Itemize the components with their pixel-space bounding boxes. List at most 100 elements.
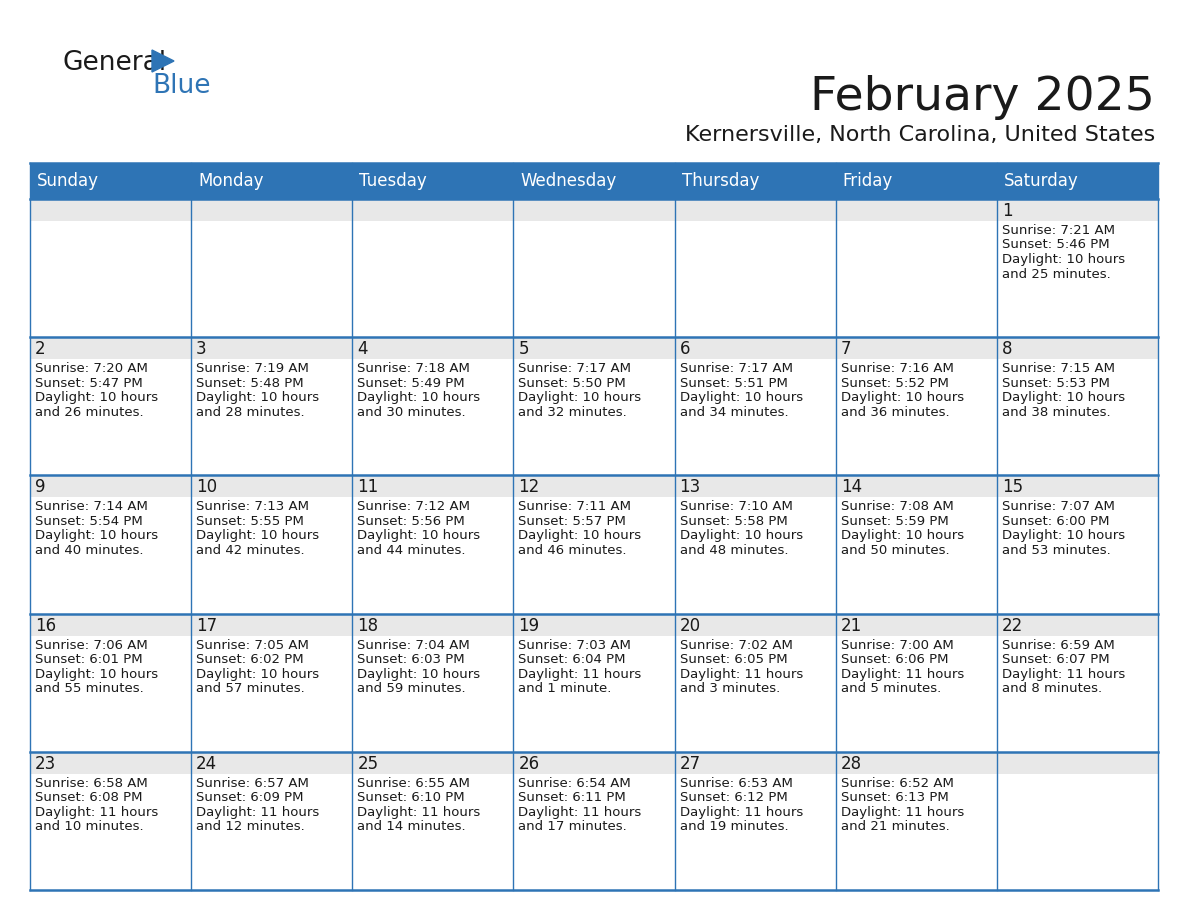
Text: Blue: Blue: [152, 73, 210, 99]
Text: 9: 9: [34, 478, 45, 497]
Text: Sunrise: 7:20 AM: Sunrise: 7:20 AM: [34, 363, 147, 375]
Bar: [30, 199, 191, 221]
Text: and 40 minutes.: and 40 minutes.: [34, 543, 144, 557]
Text: Sunset: 5:51 PM: Sunset: 5:51 PM: [680, 376, 788, 390]
Text: Sunset: 5:55 PM: Sunset: 5:55 PM: [196, 515, 304, 528]
Text: Sunday: Sunday: [37, 172, 99, 190]
Bar: [997, 752, 1158, 774]
Text: Sunset: 6:05 PM: Sunset: 6:05 PM: [680, 653, 788, 666]
Bar: [997, 337, 1158, 359]
Bar: [997, 613, 1158, 635]
Bar: [835, 613, 997, 635]
Text: 28: 28: [841, 755, 861, 773]
Text: and 32 minutes.: and 32 minutes.: [518, 406, 627, 419]
Bar: [675, 752, 835, 890]
Text: Daylight: 11 hours: Daylight: 11 hours: [680, 667, 803, 680]
Bar: [675, 337, 835, 359]
Text: Sunrise: 7:12 AM: Sunrise: 7:12 AM: [358, 500, 470, 513]
Text: and 5 minutes.: and 5 minutes.: [841, 682, 941, 695]
Text: Sunrise: 7:15 AM: Sunrise: 7:15 AM: [1001, 363, 1114, 375]
Text: Daylight: 10 hours: Daylight: 10 hours: [680, 530, 803, 543]
Text: 7: 7: [841, 341, 852, 358]
Text: Sunset: 6:03 PM: Sunset: 6:03 PM: [358, 653, 465, 666]
Text: Sunset: 6:01 PM: Sunset: 6:01 PM: [34, 653, 143, 666]
Text: Sunset: 6:04 PM: Sunset: 6:04 PM: [518, 653, 626, 666]
Text: Sunrise: 7:11 AM: Sunrise: 7:11 AM: [518, 500, 632, 513]
Text: and 3 minutes.: and 3 minutes.: [680, 682, 779, 695]
Text: 14: 14: [841, 478, 861, 497]
Text: and 10 minutes.: and 10 minutes.: [34, 821, 144, 834]
Text: and 25 minutes.: and 25 minutes.: [1001, 267, 1111, 281]
Text: Sunset: 6:11 PM: Sunset: 6:11 PM: [518, 791, 626, 804]
Bar: [513, 476, 675, 498]
Text: Sunrise: 6:55 AM: Sunrise: 6:55 AM: [358, 777, 470, 789]
Text: Sunset: 6:10 PM: Sunset: 6:10 PM: [358, 791, 465, 804]
Bar: [353, 752, 513, 774]
Bar: [353, 199, 513, 221]
Bar: [835, 613, 997, 752]
Bar: [191, 199, 353, 337]
Text: and 46 minutes.: and 46 minutes.: [518, 543, 627, 557]
Text: Wednesday: Wednesday: [520, 172, 617, 190]
Text: Sunrise: 6:59 AM: Sunrise: 6:59 AM: [1001, 639, 1114, 652]
Bar: [30, 752, 191, 774]
Text: and 17 minutes.: and 17 minutes.: [518, 821, 627, 834]
Text: Sunset: 6:08 PM: Sunset: 6:08 PM: [34, 791, 143, 804]
Bar: [997, 199, 1158, 221]
Bar: [353, 337, 513, 359]
Text: 22: 22: [1001, 617, 1023, 634]
Bar: [191, 199, 353, 221]
Text: and 21 minutes.: and 21 minutes.: [841, 821, 949, 834]
Bar: [513, 337, 675, 359]
Text: Daylight: 11 hours: Daylight: 11 hours: [518, 806, 642, 819]
Text: Sunrise: 7:13 AM: Sunrise: 7:13 AM: [196, 500, 309, 513]
Text: Daylight: 10 hours: Daylight: 10 hours: [34, 391, 158, 404]
Text: Sunrise: 6:58 AM: Sunrise: 6:58 AM: [34, 777, 147, 789]
Text: 5: 5: [518, 341, 529, 358]
Text: Sunrise: 6:57 AM: Sunrise: 6:57 AM: [196, 777, 309, 789]
Bar: [30, 752, 191, 890]
Text: and 53 minutes.: and 53 minutes.: [1001, 543, 1111, 557]
Text: Sunrise: 7:16 AM: Sunrise: 7:16 AM: [841, 363, 954, 375]
Text: 23: 23: [34, 755, 56, 773]
Text: Sunset: 5:50 PM: Sunset: 5:50 PM: [518, 376, 626, 390]
Bar: [675, 613, 835, 752]
Text: Sunset: 5:56 PM: Sunset: 5:56 PM: [358, 515, 465, 528]
Text: Daylight: 10 hours: Daylight: 10 hours: [1001, 530, 1125, 543]
Text: and 50 minutes.: and 50 minutes.: [841, 543, 949, 557]
Text: 13: 13: [680, 478, 701, 497]
Text: Daylight: 10 hours: Daylight: 10 hours: [358, 391, 480, 404]
Bar: [997, 337, 1158, 476]
Bar: [835, 337, 997, 359]
Text: 1: 1: [1001, 202, 1012, 220]
Text: Sunrise: 7:17 AM: Sunrise: 7:17 AM: [680, 363, 792, 375]
Text: Sunrise: 6:53 AM: Sunrise: 6:53 AM: [680, 777, 792, 789]
Bar: [835, 476, 997, 613]
Text: 27: 27: [680, 755, 701, 773]
Text: Sunrise: 7:03 AM: Sunrise: 7:03 AM: [518, 639, 631, 652]
Text: Sunrise: 6:52 AM: Sunrise: 6:52 AM: [841, 777, 954, 789]
Text: Sunset: 6:07 PM: Sunset: 6:07 PM: [1001, 653, 1110, 666]
Bar: [675, 476, 835, 498]
Text: Daylight: 10 hours: Daylight: 10 hours: [841, 391, 963, 404]
Text: Sunset: 5:46 PM: Sunset: 5:46 PM: [1001, 239, 1110, 252]
Bar: [30, 476, 191, 498]
Text: 26: 26: [518, 755, 539, 773]
Text: Sunset: 5:52 PM: Sunset: 5:52 PM: [841, 376, 948, 390]
Bar: [191, 476, 353, 498]
Text: Daylight: 11 hours: Daylight: 11 hours: [841, 667, 963, 680]
Bar: [997, 613, 1158, 752]
Text: and 57 minutes.: and 57 minutes.: [196, 682, 305, 695]
Bar: [30, 337, 191, 359]
Text: Daylight: 10 hours: Daylight: 10 hours: [1001, 391, 1125, 404]
Text: Daylight: 10 hours: Daylight: 10 hours: [841, 530, 963, 543]
Text: Daylight: 10 hours: Daylight: 10 hours: [34, 667, 158, 680]
Text: Sunset: 5:48 PM: Sunset: 5:48 PM: [196, 376, 304, 390]
Text: 16: 16: [34, 617, 56, 634]
Bar: [191, 337, 353, 476]
Bar: [353, 476, 513, 613]
Bar: [353, 613, 513, 635]
Bar: [191, 752, 353, 774]
Bar: [353, 752, 513, 890]
Bar: [513, 752, 675, 774]
